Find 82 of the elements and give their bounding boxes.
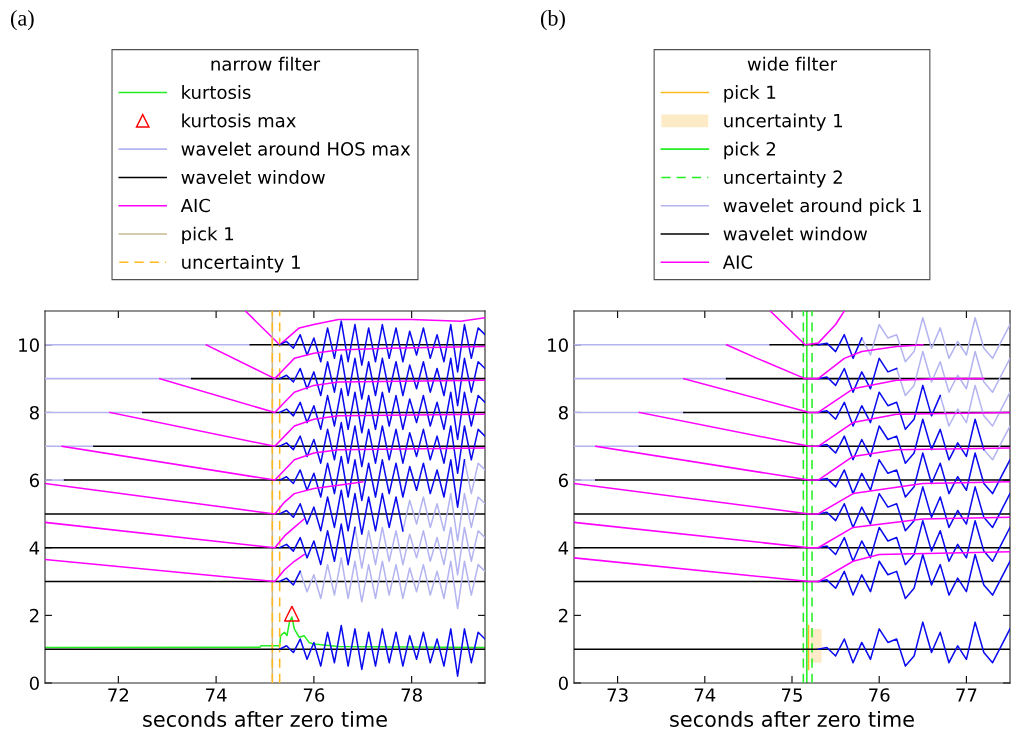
line-series: [45, 518, 305, 549]
legend-label: AIC: [722, 255, 753, 269]
y-tick-label: 2: [558, 608, 568, 623]
x-tick-label: 77: [956, 688, 977, 702]
x-axis-title: seconds after zero time: [670, 710, 914, 728]
y-tick-label: 10: [19, 338, 39, 352]
line-series: [895, 350, 1010, 397]
legend-label: pick 1: [182, 226, 234, 245]
line-series: [574, 551, 1010, 583]
y-tick-label: 8: [558, 405, 568, 420]
y-tick-label: 4: [29, 541, 40, 555]
line-series: [683, 377, 985, 414]
line-series: [983, 425, 1010, 461]
line-series: [638, 411, 1010, 448]
y-tick-label: 4: [558, 541, 569, 555]
legend-label: kurtosis: [182, 85, 251, 100]
y-tick-label: 6: [29, 473, 39, 488]
legend-label: wavelet around HOS max: [181, 141, 411, 156]
line-series: [278, 489, 404, 535]
y-tick-label: 2: [29, 608, 39, 623]
line-series: [725, 344, 924, 380]
line-series: [817, 357, 898, 393]
line-series: [278, 570, 301, 586]
x-tick-label: 73: [607, 688, 628, 702]
line-series: [817, 418, 985, 464]
line-series: [817, 384, 942, 431]
legend-label: kurtosis max: [182, 113, 296, 128]
legend-label: wavelet window: [723, 226, 868, 241]
legend-label: AIC: [180, 198, 210, 213]
line-series: [769, 311, 846, 346]
line-series: [205, 344, 485, 380]
line-series: [278, 320, 485, 373]
line-series: [45, 553, 305, 583]
line-series: [817, 553, 1010, 600]
line-series: [595, 445, 1010, 481]
line-series: [817, 486, 1010, 532]
legend-label: uncertainty 1: [724, 113, 843, 131]
line-series: [244, 311, 485, 346]
line-series: [463, 459, 485, 495]
y-tick-label: 8: [29, 405, 39, 420]
y-tick-label: 10: [548, 338, 568, 352]
y-tick-label: 0: [29, 676, 39, 691]
legend-label: wavelet window: [181, 170, 325, 185]
x-tick-label: 72: [108, 688, 129, 702]
x-tick-label: 74: [694, 688, 716, 702]
line-series: [817, 519, 1010, 566]
legend-title: wide filter: [747, 56, 838, 71]
line-series: [278, 354, 485, 407]
line-series: [109, 411, 485, 448]
line-series: [45, 481, 364, 515]
y-tick-label: 6: [558, 473, 568, 488]
text: (a): [10, 10, 34, 31]
legend-label: uncertainty 2: [724, 170, 842, 188]
x-tick-label: 75: [781, 688, 802, 702]
legend-label: wavelet around pick 1: [723, 198, 921, 216]
line-series: [574, 516, 1010, 549]
x-tick-label: 76: [869, 688, 890, 702]
line-series: [574, 481, 1010, 515]
legend-title: narrow filter: [211, 56, 321, 71]
line-series: [278, 455, 466, 508]
line-series: [817, 333, 863, 360]
x-axis-title: seconds after zero time: [143, 710, 387, 728]
line-series: [61, 445, 485, 481]
line-series: [354, 526, 485, 576]
line-series: [278, 523, 356, 566]
line-series: [860, 316, 1010, 363]
y-tick-label: 0: [558, 676, 568, 691]
x-tick-label: 76: [303, 688, 325, 702]
text: (b): [540, 10, 565, 31]
line-series: [402, 492, 485, 542]
line-series: [278, 624, 485, 678]
line-series: [278, 388, 485, 441]
line-series: [159, 377, 485, 414]
line-series: [278, 421, 485, 475]
x-tick-label: 78: [401, 688, 422, 702]
line-series: [939, 384, 1010, 427]
legend-label: pick 1: [724, 85, 776, 103]
legend-label: pick 2: [724, 141, 776, 160]
line-series: [817, 452, 1010, 498]
legend-label: uncertainty 1: [182, 254, 300, 273]
line-series: [299, 557, 485, 610]
x-tick-label: 74: [206, 688, 227, 702]
